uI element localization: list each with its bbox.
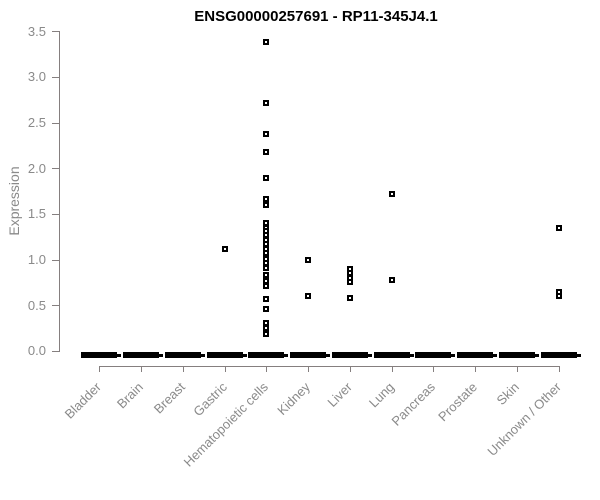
zero-expression-cluster-tail xyxy=(159,353,164,357)
zero-expression-cluster-tail xyxy=(242,353,247,357)
y-axis-tick xyxy=(52,213,59,215)
data-point xyxy=(555,224,562,231)
zero-expression-cluster xyxy=(415,352,452,358)
y-axis-tick xyxy=(52,122,59,124)
data-point xyxy=(263,131,270,138)
zero-expression-cluster xyxy=(123,352,160,358)
data-point xyxy=(263,99,270,106)
x-axis-tick xyxy=(516,366,518,372)
data-point xyxy=(263,196,270,203)
y-tick-label: 1.0 xyxy=(27,252,46,268)
y-tick-label: 3.0 xyxy=(27,69,46,85)
y-tick-label: 0.0 xyxy=(27,343,46,359)
zero-expression-cluster xyxy=(498,352,535,358)
data-point xyxy=(388,190,395,197)
x-axis-tick xyxy=(141,366,143,372)
x-axis-tick xyxy=(475,366,477,372)
y-axis-tick xyxy=(52,31,59,33)
data-point xyxy=(305,293,312,300)
y-tick-label: 3.5 xyxy=(27,23,46,39)
y-axis-label: Expression xyxy=(6,166,22,236)
y-tick-label: 1.5 xyxy=(27,206,46,222)
data-point xyxy=(263,325,270,332)
zero-expression-cluster xyxy=(331,352,368,358)
y-axis-tick xyxy=(52,259,59,261)
x-axis-tick xyxy=(224,366,226,372)
data-point xyxy=(555,293,562,300)
y-tick-label: 2.5 xyxy=(27,115,46,131)
zero-expression-cluster xyxy=(81,352,118,358)
zero-expression-cluster xyxy=(164,352,201,358)
data-point xyxy=(221,245,228,252)
y-axis-line xyxy=(59,31,60,352)
data-point xyxy=(305,256,312,263)
x-axis-line xyxy=(99,366,560,367)
y-tick-label: 2.0 xyxy=(27,160,46,176)
zero-expression-cluster-tail xyxy=(284,353,289,357)
x-axis-tick xyxy=(266,366,268,372)
zero-expression-cluster xyxy=(206,352,243,358)
x-axis-tick xyxy=(99,366,101,372)
data-point xyxy=(263,272,270,279)
data-point xyxy=(263,39,270,46)
zero-expression-cluster-tail xyxy=(200,353,205,357)
zero-expression-cluster xyxy=(540,352,577,358)
x-axis-tick xyxy=(308,366,310,372)
data-point xyxy=(263,330,270,337)
x-axis-tick xyxy=(349,366,351,372)
zero-expression-cluster-tail xyxy=(326,353,331,357)
chart-title: ENSG00000257691 - RP11-345J4.1 xyxy=(194,8,438,25)
y-axis-tick xyxy=(52,350,59,352)
data-point xyxy=(263,175,270,182)
data-point xyxy=(263,148,270,155)
x-axis-tick xyxy=(558,366,560,372)
data-point xyxy=(263,264,270,271)
y-axis-tick xyxy=(52,76,59,78)
data-point xyxy=(263,201,270,208)
data-point xyxy=(263,305,270,312)
x-axis-tick xyxy=(391,366,393,372)
zero-expression-cluster-tail xyxy=(117,353,122,357)
data-point xyxy=(263,283,270,290)
y-tick-label: 0.5 xyxy=(27,297,46,313)
zero-expression-cluster-tail xyxy=(367,353,372,357)
zero-expression-cluster-tail xyxy=(534,353,539,357)
x-axis-tick xyxy=(182,366,184,372)
data-point xyxy=(263,250,270,257)
data-point xyxy=(263,295,270,302)
data-point xyxy=(388,276,395,283)
zero-expression-cluster xyxy=(290,352,327,358)
zero-expression-cluster xyxy=(248,352,285,358)
zero-expression-cluster-tail xyxy=(451,353,456,357)
zero-expression-cluster xyxy=(457,352,494,358)
zero-expression-cluster-tail xyxy=(409,353,414,357)
y-axis-tick xyxy=(52,168,59,170)
y-axis-tick xyxy=(52,305,59,307)
data-point xyxy=(346,278,353,285)
zero-expression-cluster-tail xyxy=(576,353,581,357)
zero-expression-cluster-tail xyxy=(493,353,498,357)
data-point xyxy=(346,294,353,301)
data-point xyxy=(263,319,270,326)
data-point xyxy=(263,277,270,284)
x-axis-tick xyxy=(433,366,435,372)
zero-expression-cluster xyxy=(373,352,410,358)
